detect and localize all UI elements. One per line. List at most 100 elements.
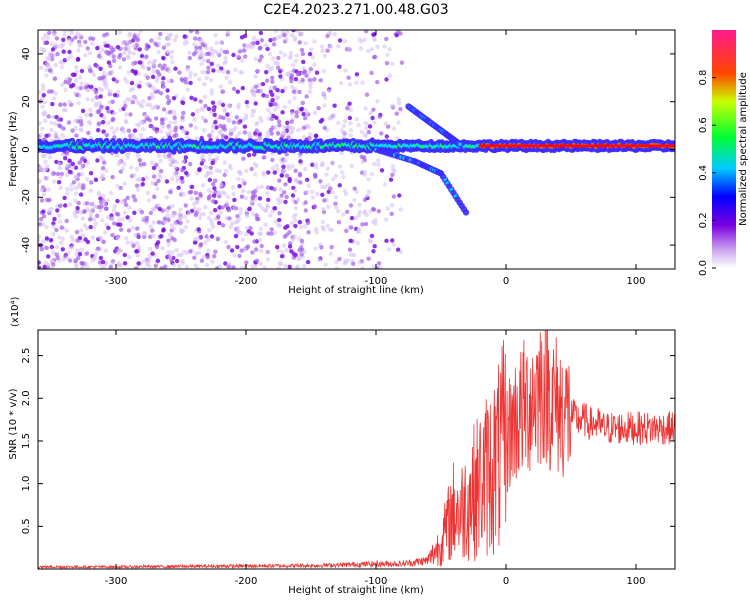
- heatmap-cell: [181, 192, 186, 197]
- heatmap-cell: [130, 86, 136, 92]
- heatmap-cell: [64, 218, 69, 224]
- heatmap-cell: [223, 239, 229, 245]
- heatmap-cell: [76, 48, 81, 53]
- heatmap-cell: [668, 144, 672, 148]
- heatmap-cell: [270, 97, 275, 103]
- heatmap-cell: [245, 104, 250, 109]
- heatmap-cell: [165, 36, 170, 41]
- heatmap-cell: [166, 100, 171, 106]
- heatmap-cell: [187, 55, 192, 61]
- snr-y-ticks: 0.5 1.0 1.5 2.0 2.5: [21, 348, 675, 534]
- heatmap-cell: [90, 235, 96, 240]
- heatmap-cell: [215, 51, 220, 56]
- heatmap-cell: [280, 88, 285, 94]
- heatmap-cell: [265, 63, 270, 69]
- heatmap-cell: [343, 68, 348, 73]
- heatmap-cell: [188, 30, 194, 34]
- heatmap-cell: [146, 259, 151, 265]
- heatmap-cell: [120, 216, 125, 222]
- heatmap-cell: [121, 46, 126, 51]
- heatmap-cell: [496, 144, 500, 148]
- heatmap-cell: [360, 266, 365, 269]
- heatmap-cell: [111, 47, 116, 53]
- heatmap-cell: [108, 63, 113, 69]
- heatmap-cell: [128, 112, 133, 117]
- heatmap-cell: [38, 260, 41, 265]
- heatmap-cell: [43, 118, 48, 123]
- heatmap-cell: [295, 30, 300, 33]
- heatmap-cell: [170, 213, 176, 219]
- heatmap-cell: [93, 251, 99, 256]
- heatmap-cell: [301, 111, 306, 117]
- heatmap-cell: [527, 144, 532, 148]
- heatmap-cell: [282, 32, 287, 38]
- heatmap-cell: [135, 187, 141, 192]
- heatmap-cell: [273, 30, 278, 34]
- heatmap-cell: [78, 115, 83, 121]
- heatmap-cell: [284, 173, 290, 178]
- heatmap-cell: [283, 85, 288, 91]
- heatmap-cell: [227, 104, 232, 109]
- heatmap-cell: [134, 266, 139, 269]
- heatmap-cell: [40, 104, 45, 109]
- colorbar-tick-label: 0.4: [698, 165, 709, 181]
- heatmap-cell: [253, 172, 258, 177]
- heatmap-cell: [199, 161, 204, 166]
- heatmap-cell: [212, 112, 217, 118]
- heatmap-cell: [246, 189, 251, 195]
- heatmap-cell: [357, 209, 362, 215]
- heatmap-cell: [90, 258, 95, 263]
- heatmap-cell: [115, 236, 120, 241]
- heatmap-cell: [559, 144, 563, 148]
- heatmap-cell: [337, 38, 343, 43]
- heatmap-cell: [185, 67, 190, 72]
- heatmap-cell: [156, 41, 162, 46]
- heatmap-cell: [239, 70, 245, 75]
- heatmap-cell: [56, 117, 61, 122]
- heatmap-cell: [240, 85, 245, 91]
- heatmap-cell: [165, 94, 170, 100]
- heatmap-cell: [102, 115, 107, 121]
- heatmap-cell: [300, 77, 305, 83]
- heatmap-cell: [525, 144, 529, 148]
- heatmap-cell: [38, 265, 42, 269]
- heatmap-cell: [58, 219, 63, 224]
- heatmap-cell: [62, 102, 67, 107]
- heatmap-cell: [352, 186, 357, 191]
- heatmap-cell: [248, 225, 253, 231]
- heatmap-cell: [229, 221, 235, 226]
- heatmap-cell: [211, 193, 217, 198]
- heatmap-cell: [334, 266, 339, 269]
- heatmap-cell: [282, 125, 287, 130]
- heatmap-cell: [39, 247, 44, 252]
- heatmap-cell: [183, 155, 189, 160]
- heatmap-cell: [349, 163, 354, 168]
- heatmap-cell: [277, 178, 282, 183]
- heatmap-cell: [298, 180, 303, 185]
- heatmap-cell: [655, 144, 659, 148]
- heatmap-cell: [161, 45, 167, 50]
- heatmap-cell: [367, 238, 372, 243]
- heatmap-cell: [478, 144, 482, 148]
- y-tick-label: 0: [21, 146, 32, 152]
- colorbar-tick-label: 0.2: [698, 212, 709, 228]
- heatmap-cell: [181, 96, 186, 101]
- heatmap-cell: [287, 125, 293, 130]
- heatmap-cell: [67, 49, 72, 55]
- heatmap-cell: [302, 249, 307, 255]
- heatmap-cell: [155, 186, 160, 192]
- heatmap-cell: [234, 115, 240, 120]
- heatmap-cell: [74, 251, 79, 257]
- heatmap-cell: [258, 136, 263, 141]
- heatmap-cell: [574, 144, 578, 148]
- heatmap-cell: [341, 123, 347, 129]
- y-tick-label: 2.5: [21, 348, 32, 364]
- heatmap-cell: [330, 190, 335, 195]
- heatmap-cell: [65, 56, 70, 61]
- heatmap-cell: [266, 231, 271, 236]
- heatmap-cell: [101, 239, 106, 245]
- heatmap-cell: [115, 183, 120, 188]
- heatmap-cell: [389, 211, 394, 216]
- y-tick-label: -40: [21, 237, 32, 253]
- heatmap-cell: [66, 80, 72, 86]
